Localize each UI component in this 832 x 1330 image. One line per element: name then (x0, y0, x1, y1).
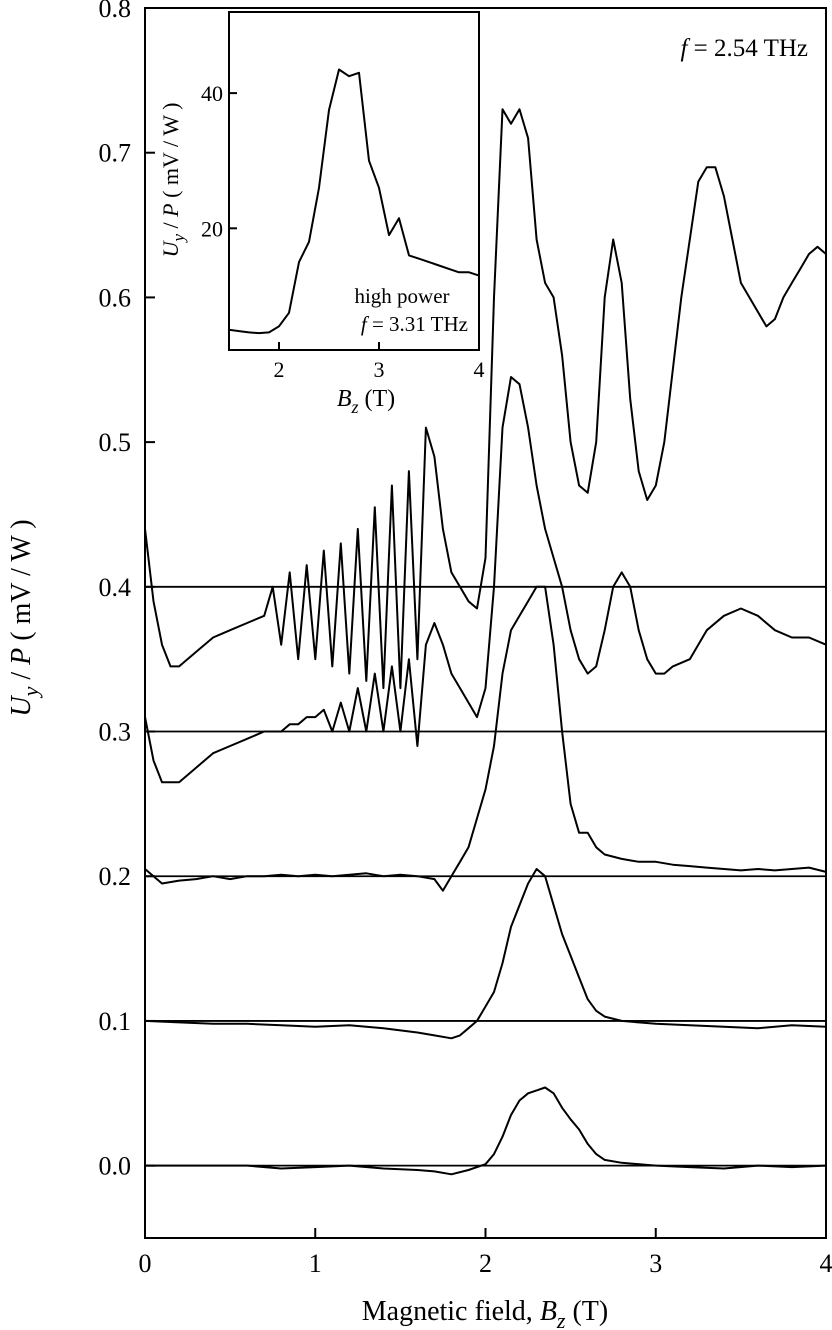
inset-x-axis-ticks: 2 3 4 (274, 342, 485, 382)
x-tick-label-2: 2 (479, 1249, 492, 1278)
inset-x-axis-title: Bz (T) (337, 386, 395, 417)
main-baselines (145, 585, 826, 1167)
main-x-axis-ticks: 0 1 2 3 4 (139, 1228, 832, 1278)
x-tick-label-1: 1 (309, 1249, 322, 1278)
inset-x-tick-label-0: 2 (274, 357, 285, 382)
inset-series-line-0 (228, 68, 480, 335)
main-y-axis-ticks: 0.0 0.1 0.2 0.3 0.4 0.5 0.6 0.7 0.8 (99, 0, 155, 1181)
series-line-50-k (144, 868, 827, 1040)
y-tick-label-3: 0.3 (99, 718, 132, 747)
series-line-4-2-k (144, 108, 827, 690)
main-y-axis-title: Uy / P ( mV / W ) (6, 519, 43, 716)
inset-y-axis-title: Uy / P ( mV / W ) (158, 103, 188, 258)
frequency-annotation: f = 2.54 THz (680, 35, 808, 62)
y-tick-label-6: 0.6 (99, 283, 132, 312)
y-tick-label-2: 0.2 (99, 862, 132, 891)
x-tick-label-4: 4 (820, 1249, 832, 1278)
x-tick-label-3: 3 (649, 1249, 662, 1278)
main-x-axis-title: Magnetic field, Bz (T) (362, 1296, 609, 1330)
main-series-group (144, 108, 827, 1176)
inset-series-group (228, 68, 480, 335)
inset-x-tick-label-2: 4 (474, 357, 485, 382)
series-line-25-k (144, 585, 827, 892)
inset-annotation-power: high power (354, 284, 449, 308)
inset-plot-frame (228, 11, 480, 351)
inset-annotation-frequency: f = 3.31 THz (361, 312, 468, 336)
y-tick-label-1: 0.1 (99, 1007, 132, 1036)
series-line-80-k (145, 1086, 827, 1176)
inset-x-tick-label-1: 3 (374, 357, 385, 382)
y-tick-label-0: 0.0 (99, 1152, 132, 1181)
y-tick-label-4: 0.4 (99, 573, 132, 602)
inset-background (229, 12, 479, 350)
series-line-10-k (144, 376, 827, 784)
y-tick-label-8: 0.8 (99, 0, 132, 23)
x-tick-label-0: 0 (139, 1249, 152, 1278)
inset-y-tick-label-0: 20 (201, 216, 223, 241)
y-tick-label-5: 0.5 (99, 428, 132, 457)
inset-y-tick-label-1: 40 (201, 81, 223, 106)
y-tick-label-7: 0.7 (99, 139, 132, 168)
